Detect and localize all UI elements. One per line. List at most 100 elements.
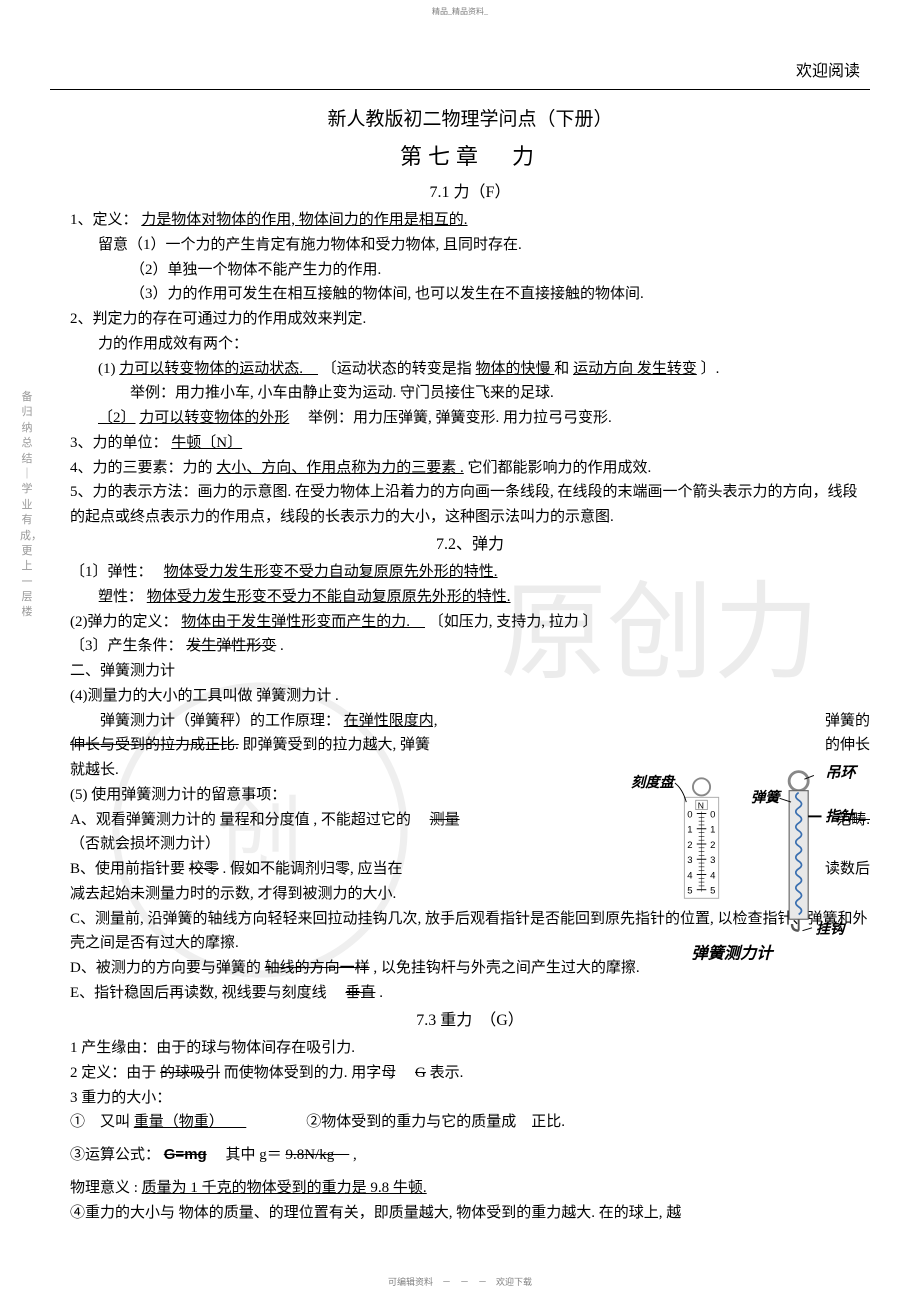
formula: G=mg [164,1146,207,1163]
text-line: 〔3〕产生条件： 发生弹性形变 . [70,634,870,659]
emphasis: 物体受力发生形变不受力不能自动复原原先外形的特性. [147,589,511,605]
text: 〔运动状态的转变是指 [322,361,472,377]
tick-label: 0 [687,809,692,820]
emphasis: G [415,1065,426,1081]
label-spring: 弹簧 [751,789,782,806]
text: . [379,985,383,1001]
text: B、使用前指针要 [70,861,185,877]
text-line: （2）单独一个物体不能产生力的作用. [70,258,870,283]
emphasis: 物体受力发生形变不受力自动复原原先外形的特性. [164,564,498,580]
text-line: 伸长与受到的拉力成正比. 即弹簧受到的拉力越大, 弹簧 的伸长 [70,733,870,758]
text: 2 定义：由于 [70,1065,156,1081]
label: 〔1〕弹性： [70,564,160,580]
tick-label: 0 [710,809,715,820]
emphasis: 校零 [189,861,219,877]
text: 表示. [430,1065,464,1081]
top-watermark: 精品_精品资料_ [0,0,920,17]
text: 举例：用力压弹簧, 弹簧变形. 用力拉弓弓变形. [293,410,612,426]
text-line: (1) 力可以转变物体的运动状态. 〔运动状态的转变是指 物体的快慢 和 运动方… [70,357,870,382]
label: 〔3〕产生条件： [70,638,183,654]
tick-label: 3 [710,855,715,866]
text-line: 1、定义： 力是物体对物体的作用, 物体间力的作用是相互的. [70,208,870,233]
diagram-title: 弹簧测力计 [692,943,775,962]
svg-text:N: N [698,801,704,811]
text: 弹簧测力计（弹簧秤）的工作原理： [70,713,340,729]
text-line: 力的作用成效有两个： [70,332,870,357]
text-line: 物理意义 : 质量为 1 千克的物体受到的重力是 9.8 牛顿. [70,1176,870,1201]
text-line: ③运算公式： G=mg 其中 g＝ 9.8N/kg , [70,1143,870,1168]
emphasis: 伸长与受到的拉力成正比. [70,737,239,753]
text-right: 的伸长 [825,733,870,758]
tick-label: 5 [687,886,692,897]
label: (2)弹力的定义： [70,614,178,630]
text: 4、力的三要素：力的 [70,460,213,476]
section-7-2-title: 7.2、弹力 [70,532,870,558]
header-welcome: 欢迎阅读 [0,17,920,87]
emphasis: 发生弹性形变 [186,638,276,654]
emphasis: 重量（物重） [134,1114,247,1130]
emphasis: 大小、方向、作用点称为力的三要素 . [216,460,464,476]
text: 其中 g＝ [210,1147,281,1163]
section-7-3-title: 7.3 重力 （G） [70,1008,870,1034]
emphasis: 物体的快慢 [476,361,555,377]
label: 3、力的单位： [70,435,168,451]
text-line: 〔1〕弹性： 物体受力发生形变不受力自动复原原先外形的特性. [70,560,870,585]
tick-label: 2 [710,840,715,851]
spring-dynamometer-diagram: 吊环 弹簧 指针 挂钩 N 0 0 1 1 2 2 [582,764,882,964]
label-dial: 刻度盘 [631,774,676,791]
text: 它们都能影响力的作用成效. [468,460,652,476]
emphasis: 的球吸引 [160,1065,220,1081]
text: 而使物体受到的力. 用字母 [224,1065,412,1081]
text: E、指针稳固后再读数, 视线要与刻度线 [70,985,342,1001]
tick-label: 3 [687,855,692,866]
text-line: 1 产生缘由：由于的球与物体间存在吸引力. [70,1036,870,1061]
text-line: (4)测量力的大小的工具叫做 弹簧测力计 . [70,684,870,709]
text-line: 留意（1）一个力的产生肯定有施力物体和受力物体, 且同时存在. [70,233,870,258]
text-line: 举例：用力推小车, 小车由静止变为运动. 守门员接住飞来的足球. [70,381,870,406]
emphasis: 测量 [430,812,460,828]
text-right: 弹簧的 [825,709,870,734]
emphasis: 垂直 [345,985,375,1001]
emphasis: 质量为 1 千克的物体受到的重力是 9.8 牛顿. [142,1180,427,1196]
text-line: 5、力的表示方法：画力的示意图. 在受力物体上沿着力的方向画一条线段, 在线段的… [70,480,870,530]
emphasis: 牛顿〔N〕 [171,435,242,451]
text-line: 2 定义：由于 的球吸引 而使物体受到的力. 用字母 G 表示. [70,1061,870,1086]
text: 物理意义 : [70,1180,138,1196]
tick-label: 5 [710,886,715,897]
text-line: 2、判定力的存在可通过力的作用成效来判定. [70,307,870,332]
emphasis: 在弹性限度内, [344,713,438,729]
page-content: 原创力 创 新人教版初二物理学问点（下册） 第七章 力 7.1 力（F） 1、定… [0,90,920,1255]
emphasis: 9.8N/kg [285,1147,349,1163]
text: 和 [554,361,569,377]
tick-label: 4 [710,870,716,881]
text: 〔如压力, 支持力, 拉力 〕 [429,614,598,630]
label-hook: 挂钩 [816,921,847,938]
section-7-1-title: 7.1 力（F） [70,180,870,206]
text: D、被测力的方向要与弹簧的 [70,960,261,976]
text-line: 3、力的单位： 牛顿〔N〕 [70,431,870,456]
text: ②物体受到的重力与它的质量成 正比. [306,1114,565,1130]
emphasis: 力可以转变物体的运动状态. [119,361,318,377]
text-line: 〔2〕 力可以转变物体的外形 举例：用力压弹簧, 弹簧变形. 用力拉弓弓变形. [70,406,870,431]
text-line: (2)弹力的定义： 物体由于发生弹性形变而产生的力. 〔如压力, 支持力, 拉力… [70,610,870,635]
text-line: E、指针稳固后再读数, 视线要与刻度线 垂直 . [70,981,870,1006]
text: A、观看弹簧测力计的 量程和分度值 , 不能超过它的 [70,812,426,828]
text-line: ① 又叫 重量（物重） ②物体受到的重力与它的质量成 正比. [70,1110,870,1135]
text-line: 3 重力的大小： [70,1086,870,1111]
label: 1、定义： [70,212,138,228]
tick-label: 1 [710,825,715,836]
text: . [280,638,284,654]
emphasis: 力可以转变物体的外形 [139,410,289,426]
tick-label: 1 [687,825,692,836]
text: ① 又叫 [70,1114,130,1130]
emphasis: 轴线的方向一样 [265,960,370,976]
text: ③运算公式： [70,1147,160,1163]
emphasis: 运动方向 发生转变 [573,361,697,377]
text-line: 塑性： 物体受力发生形变不受力不能自动复原原先外形的特性. [70,585,870,610]
tick-label: 4 [687,870,693,881]
doc-title: 新人教版初二物理学问点（下册） [70,104,870,135]
text: 即弹簧受到的拉力越大, 弹簧 [243,737,431,753]
label-ring: 吊环 [825,764,858,781]
chapter-title: 第七章 力 [70,139,870,175]
label: 〔2〕 [98,410,136,426]
